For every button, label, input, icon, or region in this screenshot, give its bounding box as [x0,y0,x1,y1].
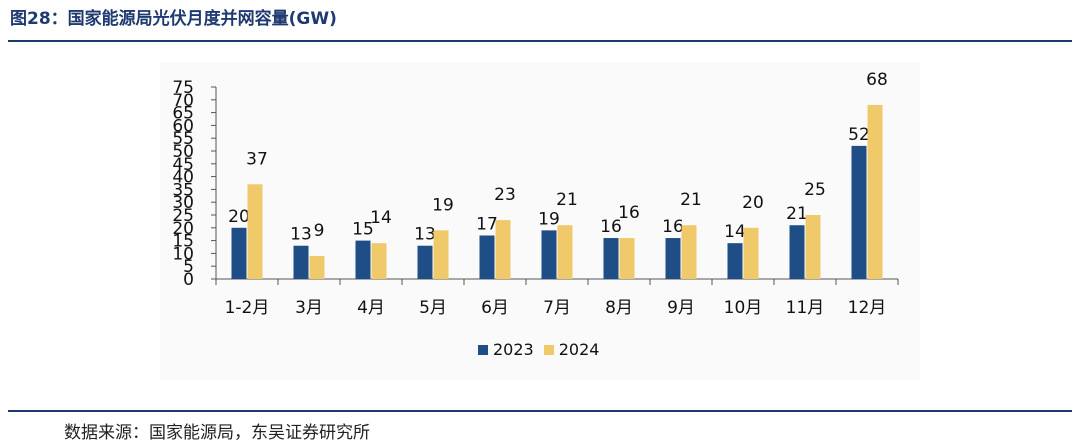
data-label-2024: 21 [556,190,578,210]
bar-2023 [727,243,743,279]
data-label-2023: 16 [600,217,622,237]
bar-2023 [355,240,371,279]
bar-2023 [603,238,619,279]
y-tick-label: 10 [172,244,194,264]
bar-2024 [247,184,263,279]
bar-2024 [805,215,821,279]
legend-label-2024: 2024 [558,340,600,359]
bar-2024 [867,104,883,279]
x-tick-label: 12月 [848,298,887,318]
source-note: 数据来源：国家能源局，东吴证券研究所 [64,423,370,443]
bar-2023 [293,245,309,279]
legend-label-2023: 2023 [493,340,534,359]
data-label-2024: 16 [618,203,640,223]
y-tick-label: 5 [183,257,194,277]
data-label-2023: 13 [290,225,312,245]
y-tick-label: 45 [172,155,194,175]
bar-2023 [789,225,805,279]
x-tick-label: 1-2月 [225,298,270,318]
legend-swatch-2023 [478,344,488,355]
data-label-2023: 14 [724,222,746,242]
y-tick-label: 35 [172,180,194,200]
x-tick-label: 4月 [357,298,385,318]
data-label-2024: 25 [804,180,826,200]
data-label-2023: 13 [414,225,436,245]
bottom-rule [8,410,1072,412]
data-label-2023: 19 [538,209,560,229]
x-tick-label: 11月 [786,298,825,318]
top-rule [8,40,1072,42]
bar-2023 [851,145,867,279]
legend-item-2023: 2023 [478,340,534,359]
bar-2024 [495,220,511,279]
data-label-2023: 52 [848,125,870,145]
bar-2023 [479,235,495,279]
x-tick-label: 8月 [605,298,633,318]
x-tick-label: 7月 [543,298,571,318]
legend-swatch-2024 [543,344,554,355]
bar-2024 [557,225,573,279]
data-label-2023: 15 [352,220,374,240]
y-tick-label: 75 [172,78,194,98]
y-tick-label: 20 [172,219,194,239]
x-tick-label: 10月 [724,298,763,318]
data-label-2024: 19 [432,195,454,215]
data-label-2024: 37 [246,149,268,169]
y-tick-label: 65 [172,104,194,124]
y-tick-label: 40 [172,168,194,188]
data-label-2023: 20 [228,207,250,227]
x-tick-label: 6月 [481,298,509,318]
data-label-2024: 68 [866,70,888,90]
data-label-2024: 14 [370,208,392,228]
chart-area [160,62,920,380]
bar-2024 [309,255,325,279]
y-tick-label: 30 [172,193,194,213]
data-label-2024: 20 [742,193,764,213]
legend-item-2024: 2024 [543,340,600,359]
chart-legend: 2023 2024 [478,340,599,359]
y-tick-label: 15 [172,232,194,252]
data-label-2024: 9 [314,221,325,241]
x-tick-label: 5月 [419,298,447,318]
figure-title: 图28：国家能源局光伏月度并网容量(GW) [10,9,337,29]
bar-2024 [619,238,635,279]
y-tick-label: 60 [172,116,194,136]
y-tick-label: 70 [172,91,194,111]
y-tick-label: 55 [172,129,194,149]
y-tick-label: 0 [183,270,194,290]
x-tick-label: 9月 [667,298,695,318]
data-label-2023: 21 [786,204,808,224]
data-label-2023: 16 [662,217,684,237]
data-label-2024: 23 [494,185,516,205]
data-label-2023: 17 [476,214,498,234]
bar-2024 [433,230,449,279]
data-label-2024: 21 [680,190,702,210]
bar-2023 [541,230,557,279]
bar-2024 [371,243,387,279]
y-tick-label: 50 [172,142,194,162]
bar-2024 [743,227,759,279]
x-tick-label: 3月 [295,298,323,318]
y-tick-label: 25 [172,206,194,226]
bar-2023 [417,245,433,279]
bar-2024 [681,225,697,279]
bar-2023 [665,238,681,279]
bar-2023 [231,227,247,279]
